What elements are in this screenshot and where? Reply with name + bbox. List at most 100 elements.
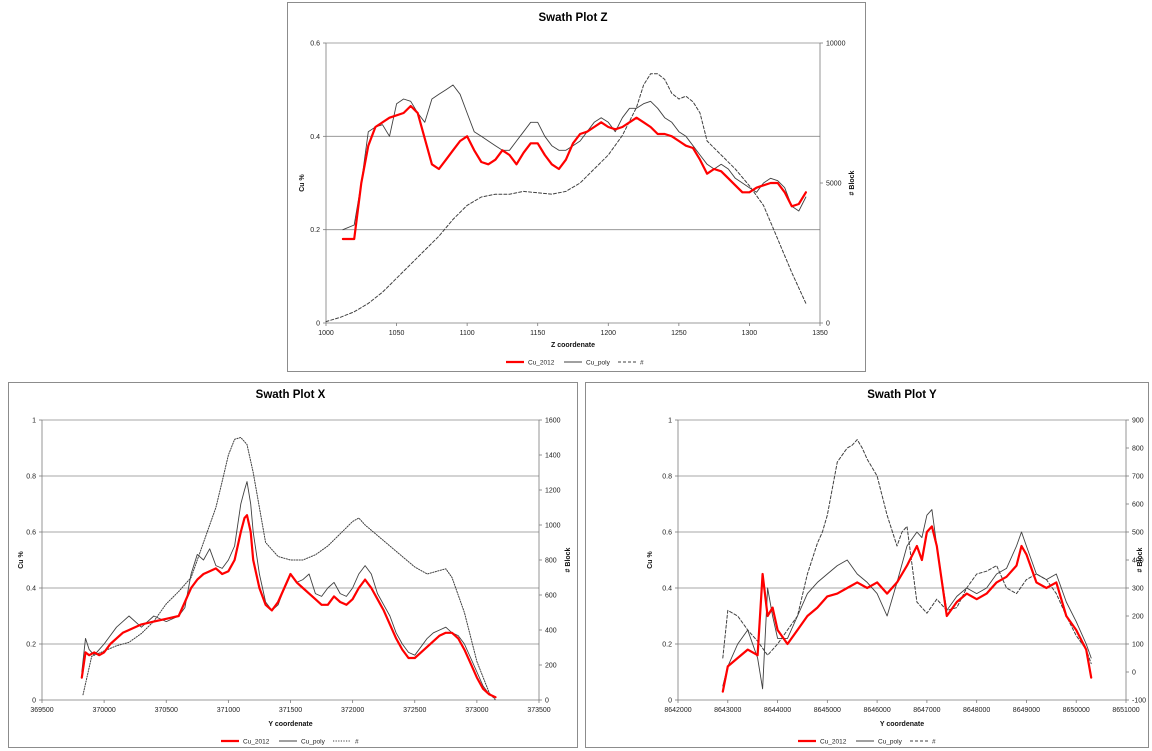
legend-label: Cu_poly [301, 738, 326, 745]
series-line-cu-poly [342, 84, 807, 231]
chart-title: Swath Plot Z [539, 12, 608, 24]
y-tick-label: 0.8 [662, 474, 672, 481]
y2-tick-label: 500 [1132, 530, 1144, 537]
y-tick-label: 0.2 [310, 227, 320, 234]
x-tick-label: 8650000 [1063, 707, 1090, 714]
y2-tick-label: 1400 [545, 453, 561, 460]
y-axis-label: Cu % [299, 173, 306, 191]
chart-legend: Cu_2012 Cu_poly # [506, 359, 644, 366]
legend-label: Cu_poly [586, 359, 611, 366]
x-tick-label: 370000 [92, 707, 115, 714]
y2-tick-label: -100 [1132, 698, 1146, 705]
x-tick-label: 8649000 [1013, 707, 1040, 714]
series-line-cu-2012 [721, 525, 1093, 693]
legend-label: Cu_2012 [820, 738, 847, 745]
series-line-cu-poly [81, 481, 496, 698]
x-tick-label: 1150 [530, 330, 545, 337]
swath-plot-y-svg: Swath Plot Y 8642000 8643000 8644000 8645000… [647, 389, 1146, 745]
legend-label: # [640, 359, 644, 366]
x-tick-label: 1100 [460, 330, 475, 337]
swath-plot-y-chart: Swath Plot Y 8642000 8643000 8644000 8645000… [585, 382, 1149, 748]
y-axis-label: Cu % [647, 550, 654, 568]
series-line-block-count [325, 73, 807, 323]
y-tick-label: 0.8 [26, 474, 36, 481]
y2-tick-label: 10000 [826, 41, 846, 48]
chart-title: Swath Plot X [256, 389, 326, 401]
legend-label: Cu_poly [878, 738, 903, 745]
y2-tick-label: 1200 [545, 488, 561, 495]
swath-plot-x-chart: Swath Plot X 369500 370000 370500 371000 3715… [8, 382, 578, 748]
y-tick-label: 0.4 [26, 586, 36, 593]
x-tick-label: 1000 [318, 330, 334, 337]
x-tick-label: 8647000 [913, 707, 940, 714]
x-tick-label: 1300 [742, 330, 758, 337]
y-tick-label: 0 [32, 698, 36, 705]
series-line-cu-2012 [341, 104, 808, 241]
y2-tick-label: 400 [545, 628, 557, 635]
y2-axis-label: # Block [849, 170, 856, 195]
series-line-block-count [82, 437, 496, 701]
x-axis-label: Y coordenate [880, 721, 924, 728]
x-tick-label: 369500 [30, 707, 53, 714]
y2-tick-label: 5000 [826, 181, 842, 188]
y-tick-label: 0.6 [310, 41, 320, 48]
x-tick-label: 8642000 [664, 707, 691, 714]
y2-tick-label: 100 [1132, 642, 1144, 649]
y2-tick-label: 800 [1132, 446, 1144, 453]
x-tick-label: 372500 [403, 707, 426, 714]
chart-legend: Cu_2012 Cu_poly # [221, 738, 359, 745]
x-axis-label: Z coordenate [551, 342, 595, 349]
y2-tick-label: 0 [826, 321, 830, 328]
x-tick-label: 371500 [279, 707, 302, 714]
y-tick-label: 1 [668, 418, 672, 425]
series-line-cu-2012 [80, 514, 497, 699]
y2-tick-label: 200 [545, 663, 557, 670]
legend-label: Cu_2012 [528, 359, 555, 366]
chart-legend: Cu_2012 Cu_poly # [798, 738, 936, 745]
series-line-block-count [722, 439, 1092, 665]
x-tick-label: 8644000 [764, 707, 791, 714]
y2-tick-label: 200 [1132, 614, 1144, 621]
swath-plot-z-chart: Swath Plot Z 1000 1050 1100 1150 1200 1250 1300… [287, 2, 866, 372]
x-tick-label: 372000 [341, 707, 364, 714]
y-tick-label: 0 [668, 698, 672, 705]
x-tick-label: 1200 [600, 330, 616, 337]
y-tick-label: 0 [316, 321, 320, 328]
x-tick-label: 371000 [217, 707, 240, 714]
y2-tick-label: 400 [1132, 558, 1144, 565]
y2-tick-label: 1000 [545, 523, 561, 530]
y-tick-label: 0.2 [662, 642, 672, 649]
y-tick-label: 0.2 [26, 642, 36, 649]
y2-tick-label: 600 [545, 593, 557, 600]
legend-label: Cu_2012 [243, 738, 270, 745]
y2-tick-label: 0 [1132, 670, 1136, 677]
legend-label: # [932, 738, 936, 745]
y-tick-label: 1 [32, 418, 36, 425]
y2-tick-label: 900 [1132, 418, 1144, 425]
chart-title: Swath Plot Y [867, 389, 937, 401]
y-tick-label: 0.4 [662, 586, 672, 593]
x-tick-label: 373000 [465, 707, 488, 714]
y-tick-label: 0.6 [662, 530, 672, 537]
y-tick-label: 0.6 [26, 530, 36, 537]
swath-plot-x-svg: Swath Plot X 369500 370000 370500 371000 3715… [18, 389, 572, 745]
series-line-cu-poly [722, 509, 1092, 690]
y2-tick-label: 700 [1132, 474, 1144, 481]
x-tick-label: 8646000 [863, 707, 890, 714]
y2-tick-label: 0 [545, 698, 549, 705]
y-axis-label: Cu % [18, 550, 25, 568]
y2-tick-label: 600 [1132, 502, 1144, 509]
x-tick-label: 1250 [671, 330, 687, 337]
x-axis-label: Y coordenate [268, 721, 312, 728]
x-tick-label: 8645000 [814, 707, 841, 714]
x-tick-label: 8643000 [714, 707, 741, 714]
legend-label: # [355, 738, 359, 745]
x-tick-label: 370500 [155, 707, 178, 714]
y2-tick-label: 1600 [545, 418, 561, 425]
x-tick-label: 373500 [527, 707, 550, 714]
y2-tick-label: 300 [1132, 586, 1144, 593]
y-tick-label: 0.4 [310, 134, 320, 141]
x-tick-label: 8651000 [1112, 707, 1139, 714]
y2-axis-label: # Block [1137, 547, 1144, 572]
y2-axis-label: # Block [565, 547, 572, 572]
